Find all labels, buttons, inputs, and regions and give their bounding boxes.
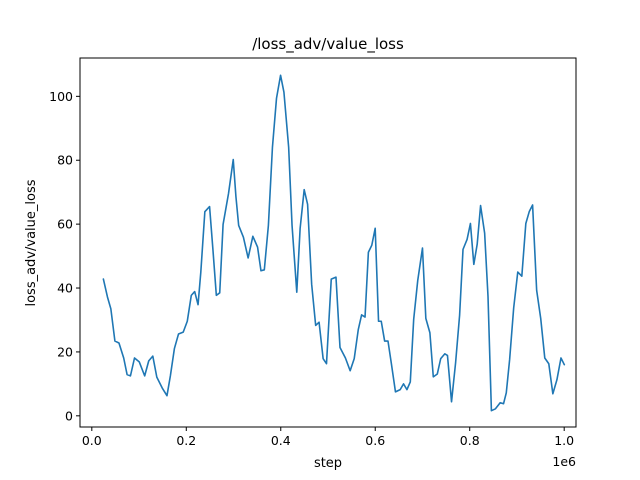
plot-frame [79,57,577,428]
y-tick-label: 0 [65,408,73,423]
x-tick-label: 0.4 [271,433,291,448]
series-line-0 [102,74,566,412]
y-tick-label: 40 [57,281,73,296]
chart-title: /loss_adv/value_loss [252,35,404,54]
x-axis-label: step [314,456,342,471]
x-tick-label: 1.0 [554,433,574,448]
x-tick-label: 0.6 [365,433,385,448]
x-tick-label: 0.0 [82,433,102,448]
y-tick-label: 100 [49,89,73,104]
x-tick-label: 0.2 [176,433,196,448]
y-axis-label: loss_adv/value_loss [24,179,39,306]
y-tick-label: 20 [57,344,73,359]
y-tick-label: 80 [57,153,73,168]
x-tick-label: 0.8 [460,433,480,448]
y-tick-label: 60 [57,217,73,232]
x-axis-offset-label: 1e6 [552,454,576,469]
